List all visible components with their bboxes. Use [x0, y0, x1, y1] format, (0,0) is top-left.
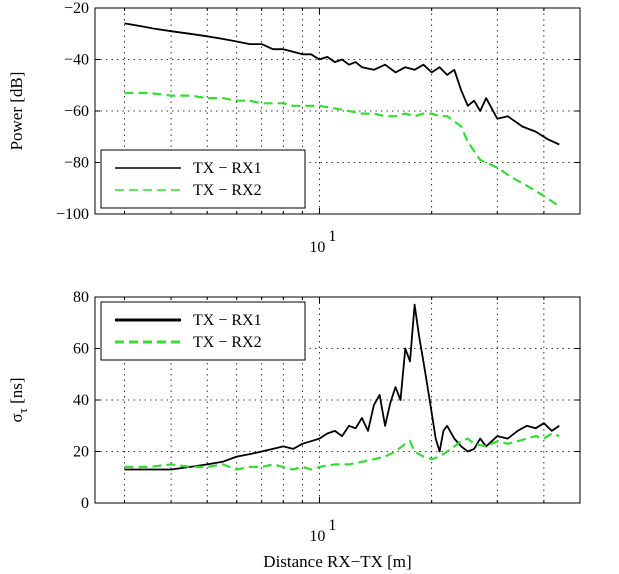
x-axis-label: Distance RX−TX [m]: [263, 552, 411, 571]
legend: TX − RX1 TX − RX2: [100, 149, 306, 209]
delay-spread-panel: 0 20 40 60 80 101 στ [ns] Distance RX−TX [m] TX …: [7, 289, 581, 571]
y-tick-label: 20: [73, 444, 89, 461]
x-tick-label-exponent: 1: [328, 228, 336, 245]
y-tick-label: 80: [73, 289, 89, 306]
y-tick-label: −100: [56, 206, 89, 223]
series-line-1: [124, 22, 560, 146]
y-tick-label: 60: [73, 341, 89, 358]
y-tick-label: −20: [64, 0, 89, 17]
legend-box: [100, 149, 306, 209]
legend-label-1: TX − RX1: [193, 312, 262, 329]
series-line-1: [124, 303, 560, 471]
y-tick-label: 0: [81, 495, 89, 512]
legend-label-2: TX − RX2: [193, 334, 262, 351]
y-tick-label: 40: [73, 392, 89, 409]
legend-label-1: TX − RX1: [193, 160, 262, 177]
series-line-2: [124, 91, 560, 208]
y-axis-label-unit: [ns]: [7, 377, 26, 408]
legend: TX − RX1 TX − RX2: [100, 301, 306, 361]
x-tick-label: 10: [309, 528, 325, 545]
x-tick-label: 10: [309, 239, 325, 256]
y-axis-label-symbol: σ: [7, 413, 26, 422]
y-tick-label: −60: [64, 103, 89, 120]
y-axis-label-subscript: τ: [15, 408, 30, 413]
legend-box: [100, 301, 306, 361]
legend-label-2: TX − RX2: [193, 182, 262, 199]
x-tick-label-exponent: 1: [328, 517, 336, 534]
y-axis-label: στ [ns]: [7, 377, 30, 422]
y-axis-label: Power [dB]: [7, 72, 26, 151]
y-tick-label: −40: [64, 52, 89, 69]
y-tick-label: −80: [64, 155, 89, 172]
